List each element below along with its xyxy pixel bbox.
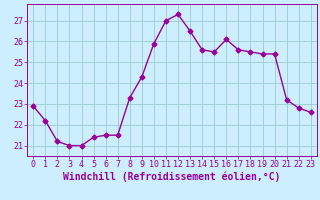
X-axis label: Windchill (Refroidissement éolien,°C): Windchill (Refroidissement éolien,°C)	[63, 172, 281, 182]
